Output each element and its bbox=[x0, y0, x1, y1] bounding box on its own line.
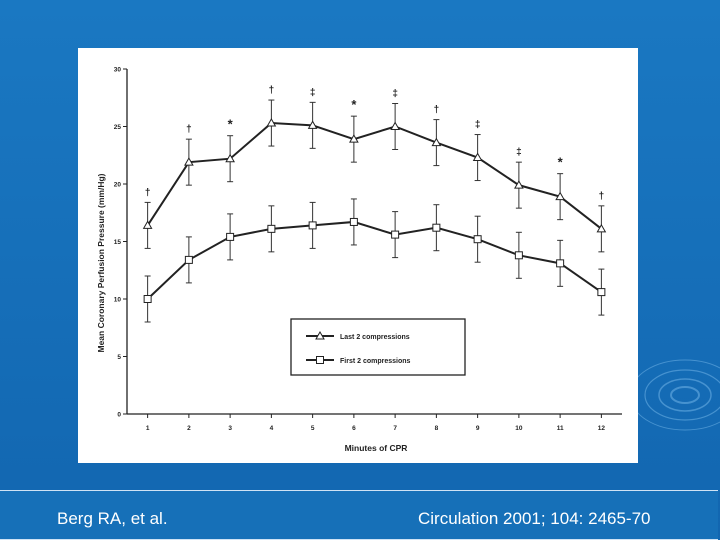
x-tick-label: 1 bbox=[146, 425, 150, 432]
significance-marker: † bbox=[145, 187, 151, 198]
x-tick-label: 7 bbox=[393, 425, 397, 432]
footer-citation: Circulation 2001; 104: 2465-70 bbox=[418, 509, 651, 528]
legend-box bbox=[290, 318, 466, 376]
x-tick-label: 5 bbox=[311, 425, 315, 432]
legend-label: Last 2 compressions bbox=[340, 334, 410, 341]
data-point-square bbox=[308, 221, 317, 230]
data-point-triangle bbox=[596, 223, 607, 233]
legend-label: First 2 compressions bbox=[340, 358, 411, 365]
x-tick-label: 12 bbox=[598, 425, 606, 432]
series-first-2-compressions bbox=[143, 198, 606, 323]
series-last-2-compressions bbox=[142, 99, 607, 253]
data-point-square bbox=[184, 255, 193, 264]
data-point-triangle bbox=[431, 137, 442, 147]
data-point-square bbox=[349, 217, 358, 226]
x-tick-label: 9 bbox=[476, 425, 480, 432]
y-axis-label: Mean Coronary Perfusion Pressure (mm/Hg) bbox=[96, 173, 106, 352]
footer-author: Berg RA, et al. bbox=[57, 509, 168, 528]
data-point-square bbox=[391, 230, 400, 239]
x-tick-label: 10 bbox=[515, 425, 523, 432]
x-tick-label: 11 bbox=[557, 425, 564, 432]
significance-marker: ‡ bbox=[475, 120, 481, 131]
y-tick-label: 15 bbox=[114, 239, 122, 246]
significance-marker: * bbox=[351, 97, 357, 112]
data-point-triangle bbox=[142, 220, 153, 229]
x-tick-label: 6 bbox=[352, 425, 356, 432]
y-tick-label: 0 bbox=[117, 412, 121, 419]
data-point-square bbox=[597, 288, 606, 297]
series-line bbox=[146, 122, 602, 230]
significance-marker: ‡ bbox=[392, 89, 398, 100]
significance-marker: † bbox=[269, 85, 275, 96]
data-point-triangle bbox=[555, 191, 565, 201]
data-point-square bbox=[556, 259, 565, 268]
y-tick-label: 30 bbox=[114, 67, 122, 74]
significance-marker: † bbox=[434, 105, 440, 116]
legend-marker-triangle bbox=[315, 330, 325, 340]
y-tick-label: 10 bbox=[114, 297, 122, 304]
y-tick-label: 5 bbox=[117, 354, 121, 361]
significance-marker: * bbox=[558, 155, 564, 170]
data-point-triangle bbox=[184, 157, 194, 166]
data-point-square bbox=[143, 295, 152, 303]
chart-legend: Last 2 compressions First 2 compressions bbox=[290, 318, 466, 376]
series-line bbox=[146, 220, 602, 300]
data-point-triangle bbox=[349, 134, 359, 143]
x-tick-label: 3 bbox=[228, 425, 232, 432]
data-point-triangle bbox=[514, 180, 524, 189]
legend-marker-square bbox=[316, 356, 324, 364]
footer-bar: Berg RA, et al. Circulation 2001; 104: 2… bbox=[0, 490, 718, 540]
significance-marker: † bbox=[186, 124, 192, 135]
data-point-triangle bbox=[225, 153, 235, 163]
x-tick-label: 4 bbox=[270, 425, 274, 432]
chart-series bbox=[142, 99, 607, 323]
significance-marker: ‡ bbox=[516, 147, 522, 158]
data-point-square bbox=[267, 224, 276, 233]
data-point-square bbox=[473, 235, 482, 244]
data-point-square bbox=[432, 223, 441, 232]
y-tick-label: 20 bbox=[114, 182, 122, 189]
significance-marker: ‡ bbox=[310, 87, 316, 98]
significance-marker: * bbox=[228, 117, 234, 132]
chart-annotations: † † * † ‡ * ‡ † ‡ ‡ * † bbox=[145, 85, 604, 202]
data-point-triangle bbox=[307, 120, 318, 129]
data-point-triangle bbox=[472, 152, 483, 162]
y-tick-label: 25 bbox=[114, 124, 122, 131]
data-point-square bbox=[226, 232, 235, 241]
x-tick-label: 8 bbox=[435, 425, 439, 432]
chart-panel: 0 5 10 15 20 25 30 1 2 3 4 5 6 7 8 9 10 11 12 † † * † ‡ * ‡ † ‡ ‡ * †… bbox=[78, 48, 638, 463]
data-point-triangle bbox=[390, 121, 400, 130]
data-point-square bbox=[514, 251, 523, 260]
x-tick-label: 2 bbox=[187, 425, 191, 432]
data-point-triangle bbox=[266, 118, 277, 127]
x-axis-label: Minutes of CPR bbox=[345, 443, 408, 453]
significance-marker: † bbox=[599, 191, 605, 202]
